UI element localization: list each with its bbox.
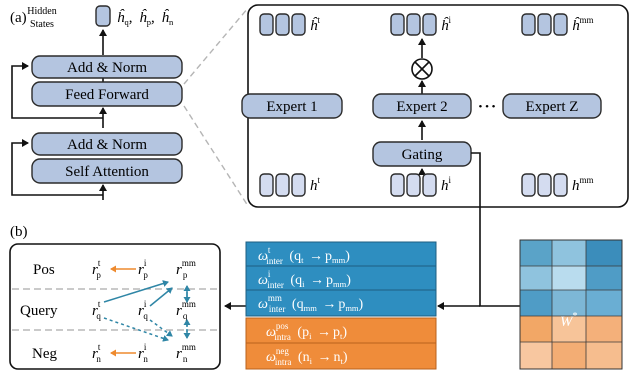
hidden-states-label-line2: States <box>30 19 54 30</box>
feed-forward-block: Feed Forward <box>31 81 183 107</box>
self-attention-block: Self Attention <box>31 158 183 184</box>
input-label-t: ht <box>310 175 321 194</box>
output-tokens-mm <box>521 13 568 36</box>
output-tokens-i <box>390 13 437 36</box>
weight-inter-i-label: ωi inter (qi → pmm) <box>258 269 351 292</box>
hidden-var-n: ĥ <box>162 9 170 26</box>
expert-z-label: Expert Z <box>526 99 579 115</box>
weight-intra-pos-label: ωpos intra (pi → pt) <box>266 321 347 344</box>
hidden-states-vars: ĥq, ĥp, ĥn <box>117 9 174 27</box>
expert-z: Expert Z <box>502 93 602 119</box>
add-norm-bottom-label: Add & Norm <box>67 137 147 153</box>
inter-arrow-qt <box>103 280 169 303</box>
weight-inter-t-label: ωt inter (qt → pmm) <box>258 245 350 268</box>
expert-1: Expert 1 <box>241 93 343 119</box>
gating-label: Gating <box>402 147 443 163</box>
self-attention-label: Self Attention <box>65 164 149 180</box>
weight-intra-neg-label: ωneg intra (ni → nt) <box>266 346 348 369</box>
node-query-i: ri q <box>138 299 148 321</box>
weight-inter-t: ωt inter (qt → pmm) <box>245 241 437 268</box>
node-neg-mm: rmm n <box>176 342 196 364</box>
weight-intra-pos: ωpos intra (pi → pt) <box>245 317 437 344</box>
weight-intra-neg: ωneg intra (ni → nt) <box>245 342 437 370</box>
weight-inter-mm-label: ωmm inter (qmm → pmm) <box>258 293 364 316</box>
inter-dash-qi <box>149 319 173 337</box>
input-tokens-i <box>390 173 437 197</box>
output-label-t: ĥt <box>310 15 321 34</box>
output-label-i: ĥi <box>441 15 452 34</box>
node-query-mm: rmm q <box>176 299 196 321</box>
expert-ellipsis: • • • <box>478 101 495 113</box>
output-tokens-t <box>259 13 306 36</box>
weight-inter-mm: ωmm inter (qmm → pmm) <box>245 289 437 317</box>
inter-dash-qt <box>103 317 169 342</box>
weight-matrix <box>519 239 623 370</box>
node-pos-t: rt p <box>92 258 101 280</box>
matrix-label: W* <box>560 311 578 330</box>
input-label-i: hi <box>441 175 452 194</box>
row-label-query: Query <box>20 303 58 319</box>
hidden-state-token <box>95 5 111 27</box>
hidden-var-p: ĥ <box>139 9 147 26</box>
input-tokens-mm <box>521 173 568 197</box>
node-neg-i: ri n <box>138 342 148 364</box>
input-label-mm: hmm <box>572 175 594 194</box>
node-neg-t: rt n <box>92 342 101 364</box>
zoom-line-bottom <box>183 105 249 207</box>
expert-1-label: Expert 1 <box>266 99 317 115</box>
hidden-var-q: ĥ <box>117 9 125 26</box>
residual-top <box>11 62 103 119</box>
residual-bottom <box>11 139 103 196</box>
expert-2: Expert 2 <box>372 93 472 119</box>
row-label-neg: Neg <box>32 346 57 362</box>
add-norm-bottom-block: Add & Norm <box>31 132 183 156</box>
output-label-mm: ĥmm <box>572 15 594 34</box>
add-norm-top-block: Add & Norm <box>31 55 183 79</box>
combine-cross-b <box>414 61 430 77</box>
zoom-line-top <box>183 7 249 85</box>
expert-2-label: Expert 2 <box>396 99 447 115</box>
row-label-pos: Pos <box>33 262 55 278</box>
node-pos-i: ri p <box>138 258 148 280</box>
hidden-states-label-line1: Hidden <box>27 6 56 17</box>
add-norm-top-label: Add & Norm <box>67 60 147 76</box>
panel-b-label: (b) <box>10 224 28 240</box>
weight-inter-i: ωi inter (qi → pmm) <box>245 265 437 292</box>
node-query-t: rt q <box>92 299 101 321</box>
panel-a-label: (a) <box>10 10 27 26</box>
gating-block: Gating <box>372 141 472 167</box>
input-tokens-t <box>259 173 306 197</box>
node-pos-mm: rmm p <box>176 258 196 280</box>
inter-arrow-qi <box>149 287 173 307</box>
feed-forward-label: Feed Forward <box>65 87 149 103</box>
connector-gating-to-matrix <box>471 152 520 307</box>
